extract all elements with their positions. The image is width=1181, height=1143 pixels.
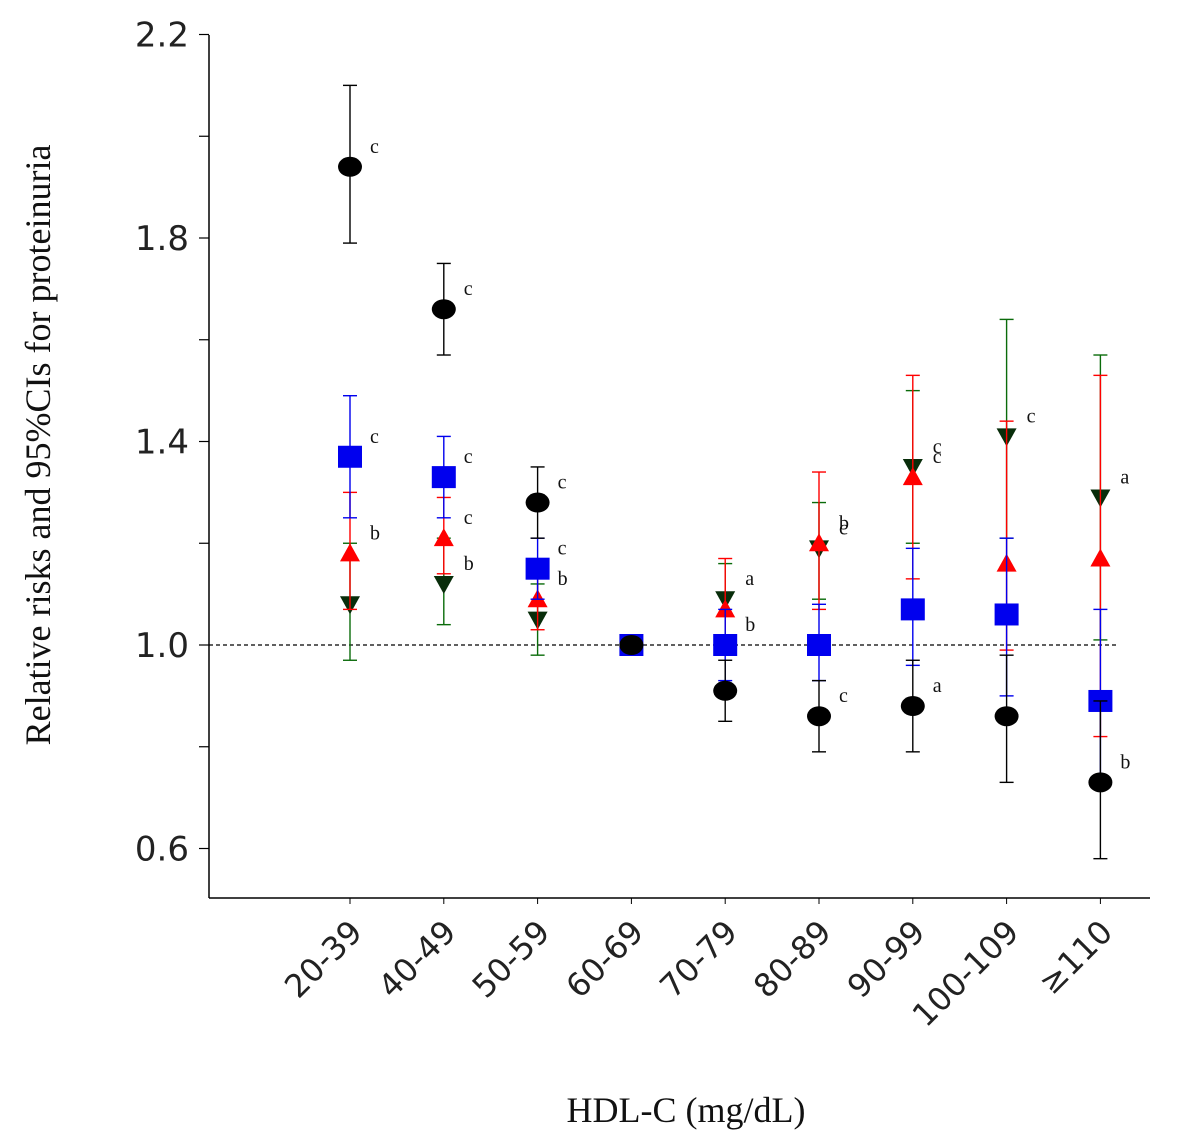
significance-label: c <box>370 136 379 158</box>
x-tick-label: 50-59 <box>465 913 558 1006</box>
data-point <box>807 634 831 656</box>
significance-label: c <box>464 507 473 529</box>
y-tick-label: 1.0 <box>135 626 189 666</box>
significance-label: c <box>933 436 942 458</box>
x-tick-label: 70-79 <box>652 913 745 1006</box>
data-point <box>433 575 454 594</box>
data-point <box>340 543 360 562</box>
y-tick-label: 1.8 <box>135 219 189 259</box>
data-point <box>713 680 738 701</box>
significance-label: a <box>933 675 942 697</box>
x-tick-label: 90-99 <box>840 913 933 1006</box>
axes: 0.6 1.0 1.4 1.8 2.2 20-39 40-49 50-59 60-69 70-79… <box>135 16 1150 1034</box>
x-tick-label: 40-49 <box>371 913 464 1006</box>
significance-label: c <box>558 472 567 494</box>
data-point <box>1090 548 1111 567</box>
data-point <box>809 533 829 552</box>
data-point <box>994 706 1019 727</box>
significance-label: a <box>1120 466 1129 488</box>
significance-label: b <box>745 614 755 636</box>
x-tick-label: 80-89 <box>746 913 839 1006</box>
data-point <box>900 696 925 717</box>
data-point <box>715 599 736 618</box>
data-point <box>619 635 644 655</box>
data-point <box>433 528 454 547</box>
data-point <box>902 467 923 486</box>
data-point <box>338 156 362 177</box>
data-point <box>807 706 831 727</box>
significance-label: c <box>1027 405 1036 427</box>
significance-label: c <box>370 426 379 448</box>
data-point <box>994 603 1019 626</box>
data-point <box>338 445 362 468</box>
data-point <box>1088 772 1113 793</box>
y-tick-label: 1.4 <box>135 423 189 463</box>
x-tick-label: ≥110 <box>1031 913 1120 1002</box>
y-tick-label: 0.6 <box>135 830 189 870</box>
significance-label: b <box>839 512 849 534</box>
significance-label: b <box>464 553 474 575</box>
data-point <box>431 299 456 320</box>
significance-label: c <box>933 446 942 468</box>
x-tick-label: 20-39 <box>277 913 370 1006</box>
significance-label: c <box>839 517 848 539</box>
y-axis-title: Relative risks and 95%CIs for proteinuri… <box>18 145 58 746</box>
data-point <box>525 492 550 513</box>
significance-label: a <box>745 568 754 590</box>
significance-label: c <box>464 446 473 468</box>
data-point <box>525 557 550 580</box>
data-point <box>900 598 925 621</box>
significance-label: c <box>464 278 473 300</box>
axis-labels: Relative risks and 95%CIs for proteinuri… <box>18 145 805 1130</box>
significance-label: b <box>1120 751 1130 773</box>
y-tick-label: 2.2 <box>135 16 189 56</box>
significance-label: b <box>558 568 568 590</box>
significance-label: b <box>370 522 380 544</box>
data-point <box>431 466 456 489</box>
significance-label: c <box>558 538 567 560</box>
significance-label: c <box>839 685 848 707</box>
data-point <box>713 634 738 656</box>
x-axis-title: HDL-C (mg/dL) <box>567 1090 806 1130</box>
x-tick-label: 60-69 <box>558 913 651 1006</box>
